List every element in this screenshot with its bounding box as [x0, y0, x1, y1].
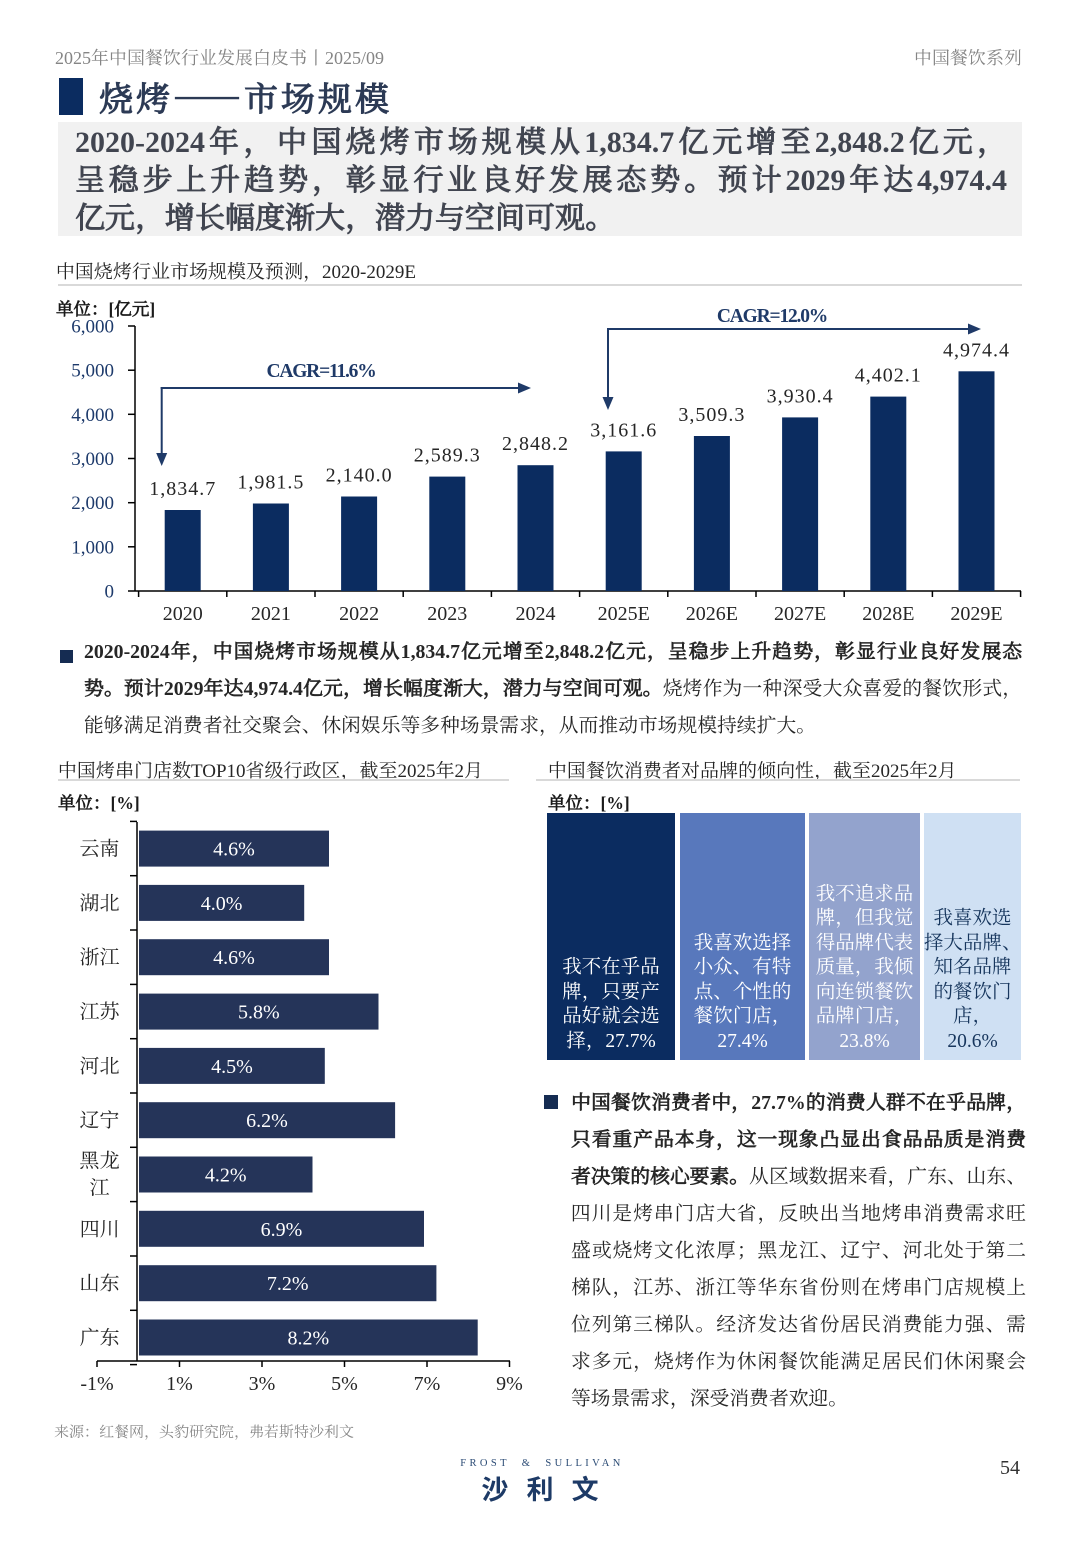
svg-text:3,930.4: 3,930.4 [767, 385, 834, 407]
svg-text:江: 江 [90, 1178, 110, 1200]
svg-text:山东: 山东 [80, 1273, 120, 1295]
svg-text:8.2%: 8.2% [287, 1328, 329, 1350]
svg-text:2026E: 2026E [686, 603, 738, 625]
svg-text:4.6%: 4.6% [213, 839, 255, 861]
svg-text:2029E: 2029E [950, 603, 1002, 625]
svg-text:1,000: 1,000 [71, 537, 114, 558]
svg-text:2021: 2021 [251, 603, 291, 625]
svg-text:6,000: 6,000 [71, 317, 114, 338]
svg-text:2,000: 2,000 [71, 493, 114, 514]
svg-text:0: 0 [105, 582, 115, 603]
svg-text:黑龙: 黑龙 [80, 1151, 120, 1173]
svg-text:5,000: 5,000 [71, 361, 114, 382]
svg-text:CAGR=11.6%: CAGR=11.6% [266, 361, 375, 382]
svg-text:2028E: 2028E [862, 603, 914, 625]
svg-text:4,974.4: 4,974.4 [943, 339, 1010, 361]
svg-text:4,402.1: 4,402.1 [855, 365, 922, 387]
svg-text:2,848.2: 2,848.2 [502, 433, 569, 455]
svg-text:3,509.3: 3,509.3 [678, 404, 745, 426]
svg-text:4,000: 4,000 [71, 405, 114, 426]
svg-text:2,140.0: 2,140.0 [326, 465, 393, 487]
svg-text:1%: 1% [166, 1373, 193, 1395]
svg-text:2020: 2020 [163, 603, 203, 625]
svg-text:四川: 四川 [80, 1219, 120, 1241]
svg-text:6.2%: 6.2% [246, 1110, 288, 1132]
svg-text:辽宁: 辽宁 [80, 1110, 120, 1132]
svg-text:2023: 2023 [427, 603, 467, 625]
svg-text:7%: 7% [414, 1373, 441, 1395]
svg-text:江苏: 江苏 [80, 1001, 120, 1024]
svg-text:CAGR=12.0%: CAGR=12.0% [717, 306, 827, 327]
svg-text:3,161.6: 3,161.6 [590, 419, 657, 441]
svg-text:3%: 3% [249, 1373, 276, 1395]
svg-text:1,981.5: 1,981.5 [237, 472, 304, 494]
svg-text:-1%: -1% [80, 1373, 113, 1395]
svg-text:浙江: 浙江 [80, 947, 120, 969]
svg-text:2022: 2022 [339, 603, 379, 625]
svg-text:2,589.3: 2,589.3 [414, 445, 481, 467]
svg-text:湖北: 湖北 [80, 893, 120, 915]
svg-text:4.0%: 4.0% [201, 893, 243, 915]
svg-text:4.6%: 4.6% [213, 947, 255, 969]
svg-text:7.2%: 7.2% [267, 1273, 309, 1295]
svg-text:2024: 2024 [516, 603, 556, 625]
svg-text:9%: 9% [496, 1373, 523, 1395]
svg-text:1,834.7: 1,834.7 [149, 478, 216, 500]
svg-text:2025E: 2025E [598, 603, 650, 625]
svg-text:云南: 云南 [80, 839, 120, 861]
svg-text:3,000: 3,000 [71, 449, 114, 470]
svg-text:4.2%: 4.2% [205, 1165, 247, 1187]
svg-text:2027E: 2027E [774, 603, 826, 625]
svg-text:5.8%: 5.8% [238, 1002, 280, 1024]
svg-text:6.9%: 6.9% [261, 1219, 303, 1241]
svg-text:4.5%: 4.5% [211, 1056, 253, 1078]
svg-text:广东: 广东 [80, 1328, 120, 1350]
svg-text:5%: 5% [331, 1373, 358, 1395]
svg-text:河北: 河北 [80, 1056, 120, 1078]
